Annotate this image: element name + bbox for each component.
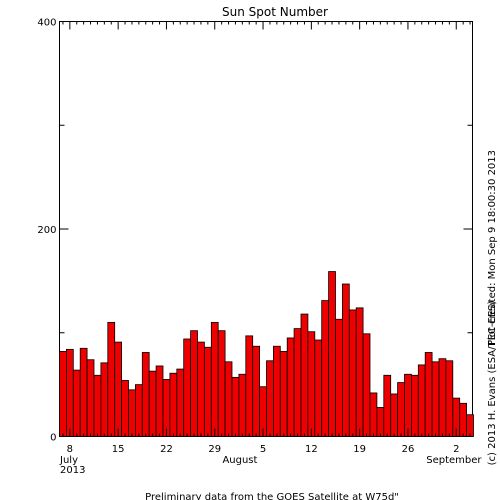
bar [162, 379, 171, 437]
bar [341, 283, 350, 437]
bar [79, 347, 88, 437]
bar [307, 331, 316, 437]
y-tick-label: 200 [37, 225, 56, 236]
bar [238, 373, 247, 437]
bar [369, 392, 378, 437]
bar [348, 309, 357, 437]
y-tick-label: 0 [50, 433, 56, 444]
y-tick-label: 400 [37, 18, 56, 29]
bar [328, 271, 336, 437]
bar [231, 376, 240, 437]
bar [397, 382, 405, 437]
bar [431, 361, 440, 437]
x-month-label: July [59, 455, 78, 466]
bar [445, 360, 454, 437]
bar [404, 373, 412, 437]
footer-note: Preliminary data from the GOES Satellite… [145, 492, 399, 500]
bar [293, 328, 302, 437]
bar [286, 337, 295, 437]
bar [362, 333, 371, 437]
bar [72, 369, 81, 437]
x-tick-label: 29 [208, 444, 221, 455]
bar [355, 307, 364, 437]
bar [300, 313, 309, 437]
bar [252, 345, 260, 437]
year-label: 2013 [60, 465, 85, 476]
bar [134, 384, 143, 437]
bar [390, 393, 399, 437]
bar [59, 351, 67, 437]
x-tick-label: 15 [112, 444, 125, 455]
bar [169, 372, 178, 437]
bar [176, 368, 185, 437]
x-tick-label: 22 [160, 444, 173, 455]
x-tick-label: 5 [260, 444, 266, 455]
bar [121, 380, 129, 437]
x-axis: 8152229512192629JulyAugustSeptember [59, 21, 482, 466]
bar [107, 321, 116, 437]
bar [128, 389, 136, 437]
bar [114, 341, 122, 437]
bar-series [59, 271, 474, 437]
bar [466, 414, 474, 437]
plot-created-note: Plot created: Mon Sep 9 18:00:30 2013 [487, 150, 498, 346]
bar [197, 341, 205, 437]
x-tick-label: 2 [453, 444, 459, 455]
bar [93, 374, 102, 437]
bar [410, 374, 419, 437]
bar [376, 407, 385, 437]
x-tick-label: 12 [305, 444, 318, 455]
x-tick-label: 8 [67, 444, 73, 455]
bar [210, 321, 219, 437]
bar [459, 402, 468, 437]
bar [155, 365, 164, 437]
bar [438, 358, 447, 437]
bar [141, 352, 150, 437]
bar [66, 348, 74, 437]
bar [272, 345, 281, 437]
bar [190, 330, 198, 437]
bar [314, 339, 323, 437]
bar [424, 352, 433, 437]
bar [224, 361, 233, 437]
bar [279, 351, 288, 437]
bar [266, 360, 274, 437]
bar [383, 374, 392, 437]
y-axis: 0 200 400 [37, 18, 473, 444]
bar [100, 362, 109, 437]
chart-title: Sun Spot Number [222, 5, 328, 19]
x-tick-label: 26 [402, 444, 415, 455]
bar [335, 318, 343, 437]
bar [203, 346, 212, 437]
copyright-credit: (c) 2013 H. Evans (ESA/TEC-EES) [487, 301, 498, 466]
bar [245, 335, 254, 437]
x-month-label: August [222, 455, 257, 466]
x-tick-label: 19 [353, 444, 366, 455]
bar [321, 300, 330, 437]
bar [183, 338, 191, 437]
bar [217, 330, 226, 437]
x-month-label: September [426, 455, 482, 466]
bar [148, 370, 157, 437]
bar [86, 359, 95, 437]
bar [417, 364, 426, 437]
